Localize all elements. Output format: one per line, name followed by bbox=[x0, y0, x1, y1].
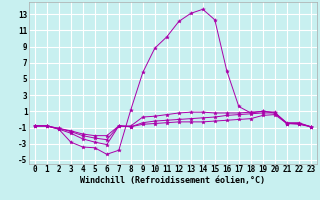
X-axis label: Windchill (Refroidissement éolien,°C): Windchill (Refroidissement éolien,°C) bbox=[80, 176, 265, 185]
